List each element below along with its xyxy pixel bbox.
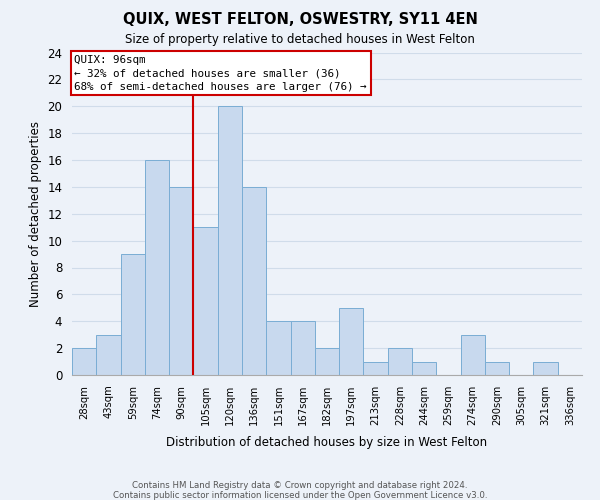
Bar	[145, 160, 169, 375]
Bar	[339, 308, 364, 375]
Bar	[193, 227, 218, 375]
X-axis label: Distribution of detached houses by size in West Felton: Distribution of detached houses by size …	[166, 436, 488, 449]
Bar	[461, 334, 485, 375]
Text: QUIX: 96sqm
← 32% of detached houses are smaller (36)
68% of semi-detached house: QUIX: 96sqm ← 32% of detached houses are…	[74, 55, 367, 92]
Bar	[533, 362, 558, 375]
Text: QUIX, WEST FELTON, OSWESTRY, SY11 4EN: QUIX, WEST FELTON, OSWESTRY, SY11 4EN	[122, 12, 478, 28]
Bar	[290, 322, 315, 375]
Bar	[315, 348, 339, 375]
Bar	[364, 362, 388, 375]
Y-axis label: Number of detached properties: Number of detached properties	[29, 120, 42, 306]
Bar	[121, 254, 145, 375]
Bar	[96, 334, 121, 375]
Bar	[266, 322, 290, 375]
Bar	[412, 362, 436, 375]
Text: Contains public sector information licensed under the Open Government Licence v3: Contains public sector information licen…	[113, 491, 487, 500]
Text: Contains HM Land Registry data © Crown copyright and database right 2024.: Contains HM Land Registry data © Crown c…	[132, 481, 468, 490]
Bar	[485, 362, 509, 375]
Bar	[242, 187, 266, 375]
Bar	[72, 348, 96, 375]
Text: Size of property relative to detached houses in West Felton: Size of property relative to detached ho…	[125, 32, 475, 46]
Bar	[388, 348, 412, 375]
Bar	[169, 187, 193, 375]
Bar	[218, 106, 242, 375]
